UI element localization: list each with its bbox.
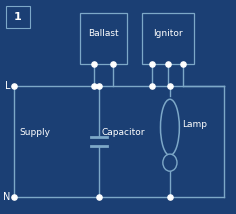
Text: 1: 1 (14, 12, 21, 22)
Point (111, 62, 115, 66)
Text: Capacitor: Capacitor (101, 128, 145, 137)
Point (150, 62, 154, 66)
Point (166, 62, 169, 66)
Text: L: L (5, 81, 11, 91)
FancyBboxPatch shape (80, 13, 127, 64)
Point (97, 195, 101, 199)
Point (181, 62, 185, 66)
Point (12, 84, 16, 87)
Point (168, 84, 172, 87)
Point (93, 62, 96, 66)
Text: Supply: Supply (19, 128, 50, 137)
Text: N: N (3, 192, 11, 202)
FancyBboxPatch shape (142, 13, 194, 64)
Point (12, 195, 16, 199)
Point (168, 195, 172, 199)
FancyBboxPatch shape (6, 6, 30, 28)
Ellipse shape (160, 99, 179, 155)
Text: Ignitor: Ignitor (153, 29, 182, 38)
Text: Ballast: Ballast (88, 29, 119, 38)
Ellipse shape (163, 154, 177, 171)
Point (97, 84, 101, 87)
Point (150, 84, 154, 87)
Text: Lamp: Lamp (182, 120, 207, 129)
Point (93, 84, 96, 87)
